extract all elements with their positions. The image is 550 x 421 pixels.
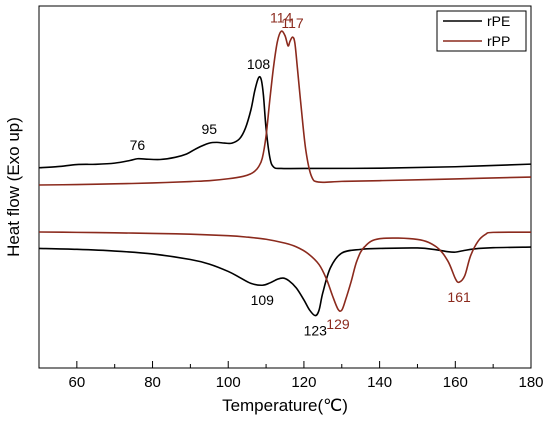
peak-label: 117: [281, 15, 304, 31]
peak-label: 76: [130, 137, 146, 153]
series-layer: [39, 30, 531, 317]
series-line-rpe-cooling: [39, 75, 531, 170]
legend-box: [436, 10, 527, 52]
x-tick-label: 180: [518, 374, 543, 391]
peak-label: 95: [202, 121, 218, 137]
series-line-rpp-cooling: [39, 30, 531, 186]
x-tick-label: 140: [367, 374, 392, 391]
x-tick-label: 160: [443, 374, 468, 391]
legend-label-rpp: rPP: [487, 33, 510, 49]
x-tick-label: 100: [216, 374, 241, 391]
legend-label-rpe: rPE: [487, 13, 510, 29]
x-tick-label: 60: [69, 374, 86, 391]
x-tick-label: 80: [144, 374, 161, 391]
series-line-rpe-heating: [39, 246, 531, 317]
peak-label: 109: [251, 292, 275, 308]
x-axis-title: Temperature(℃): [222, 396, 348, 415]
peak-label: 114: [270, 9, 293, 25]
peak-label: 108: [247, 56, 271, 72]
x-tick-label: 120: [291, 374, 316, 391]
plot-frame: [38, 5, 532, 369]
x-axis: 60 80 100 120 140 160 180: [38, 361, 544, 391]
peak-label: 123: [304, 323, 328, 339]
y-axis-title: Heat flow (Exo up): [4, 117, 23, 257]
peak-label: 161: [447, 289, 471, 305]
peak-label: 129: [326, 316, 350, 332]
legend: rPE rPP: [436, 10, 527, 52]
series-line-rpp-heating: [39, 231, 531, 312]
